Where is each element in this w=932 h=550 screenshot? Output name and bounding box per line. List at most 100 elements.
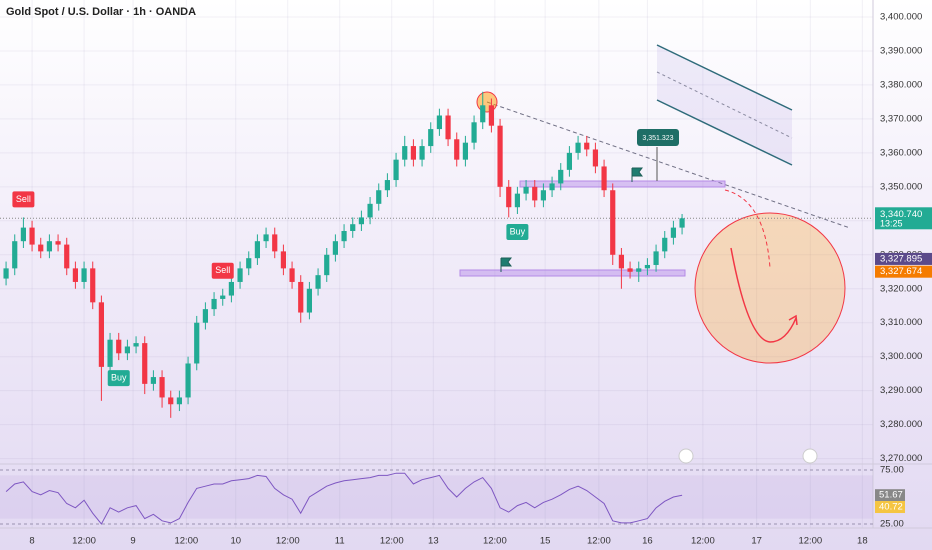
y-tick-label: 3,370.000 [880, 113, 922, 124]
candle-body [168, 397, 174, 405]
rsi-tick-label: 25.00 [880, 519, 904, 530]
candle-body [428, 129, 434, 147]
candle-body [497, 125, 503, 187]
level-tag [875, 252, 932, 265]
chart-title: Gold Spot / U.S. Dollar · 1h · OANDA [6, 6, 196, 18]
candle-body [393, 159, 399, 181]
candle-body [280, 251, 287, 269]
signal-label: Buy [111, 372, 127, 382]
candle-body [471, 122, 477, 143]
rsi-tick-label: 75.00 [880, 465, 904, 476]
candle-body [376, 190, 382, 204]
flag [631, 167, 643, 182]
level-tag-label: 3,327.895 [880, 253, 922, 264]
projection-arrow [730, 247, 798, 343]
rsi-tag [875, 501, 905, 514]
y-tick-label: 3,320.000 [880, 283, 922, 294]
candle-body [46, 241, 53, 252]
x-tick-label: 12:00 [691, 536, 715, 547]
y-tick-label: 3,310.000 [880, 317, 922, 328]
candle-body [246, 258, 252, 269]
signal-label: Sell [16, 194, 31, 204]
x-tick-label: 12:00 [587, 536, 611, 547]
candle-body [38, 244, 44, 252]
signal-box [211, 262, 234, 279]
candle-body [185, 363, 191, 398]
candle-body [159, 377, 165, 398]
candle-body [98, 302, 105, 367]
zone [519, 180, 726, 188]
target-circle [694, 212, 846, 364]
zone [459, 269, 686, 277]
rsi-tag-label: 51.67 [879, 490, 903, 501]
candle-body [601, 166, 607, 191]
candle-body [298, 281, 304, 313]
x-tick-label: 9 [130, 536, 135, 547]
candle-body [12, 241, 18, 269]
candle-body [436, 115, 443, 130]
signal-box [107, 370, 130, 387]
candle-body [358, 217, 365, 225]
y-tick-label: 3,400.000 [880, 12, 922, 23]
callout-label: 3,351.323 [642, 135, 673, 142]
candle-body [176, 397, 183, 405]
candle-body [549, 183, 555, 191]
channel-line [656, 99, 793, 166]
candle-body [679, 218, 685, 228]
candle-body [81, 268, 87, 282]
candle-body [445, 115, 451, 140]
level-tag [875, 265, 932, 278]
x-tick-label: 10 [230, 536, 241, 547]
y-tick-label: 3,390.000 [880, 45, 922, 56]
channel-fill [657, 45, 792, 165]
candle-body [462, 142, 469, 160]
candle-body [618, 254, 625, 269]
channel-mid [656, 71, 793, 139]
candle-body [228, 281, 235, 296]
countdown-label: 13:25 [880, 219, 903, 229]
candle-body [523, 186, 529, 194]
candle-body [367, 203, 373, 218]
candle-body [150, 377, 157, 384]
candle-body [3, 268, 9, 279]
x-tick-label: 18 [857, 536, 868, 547]
drawings: 3,351.323 [459, 44, 851, 464]
x-tick-label: 8 [29, 536, 34, 547]
candle-body [107, 339, 113, 367]
x-tick-label: 12:00 [276, 536, 300, 547]
candle-body [341, 231, 347, 242]
candle-body [540, 190, 547, 201]
candle-body [488, 105, 495, 126]
candle-body [644, 264, 651, 269]
grid [0, 0, 873, 528]
y-tick-label: 3,290.000 [880, 385, 922, 396]
candle-body [636, 268, 642, 272]
candle-body [29, 227, 35, 245]
y-tick-label: 3,270.000 [880, 453, 922, 464]
candle-body [592, 149, 599, 167]
y-tick-label: 3,350.000 [880, 181, 922, 192]
candle-body [20, 227, 27, 242]
channel-line [656, 44, 793, 111]
rsi-line [5, 472, 683, 525]
candle-body [202, 309, 209, 323]
candle-body [558, 169, 564, 184]
candle-body [72, 268, 79, 282]
x-tick-label: 13 [428, 536, 439, 547]
event-icon [802, 448, 818, 464]
candle-body [480, 105, 486, 123]
x-tick-label: 12:00 [174, 536, 198, 547]
x-tick-label: 17 [751, 536, 762, 547]
candle-body [610, 190, 616, 255]
level-tag-label: 3,327.674 [880, 266, 922, 277]
candle-body [410, 146, 417, 160]
candle-body [272, 234, 278, 252]
candle-body [315, 275, 321, 289]
candle-body [584, 142, 590, 150]
candle-body [506, 186, 512, 208]
y-tick-label: 3,380.000 [880, 79, 922, 90]
candle-body [566, 152, 573, 170]
candle-body [454, 139, 460, 160]
candle-body [627, 268, 633, 272]
